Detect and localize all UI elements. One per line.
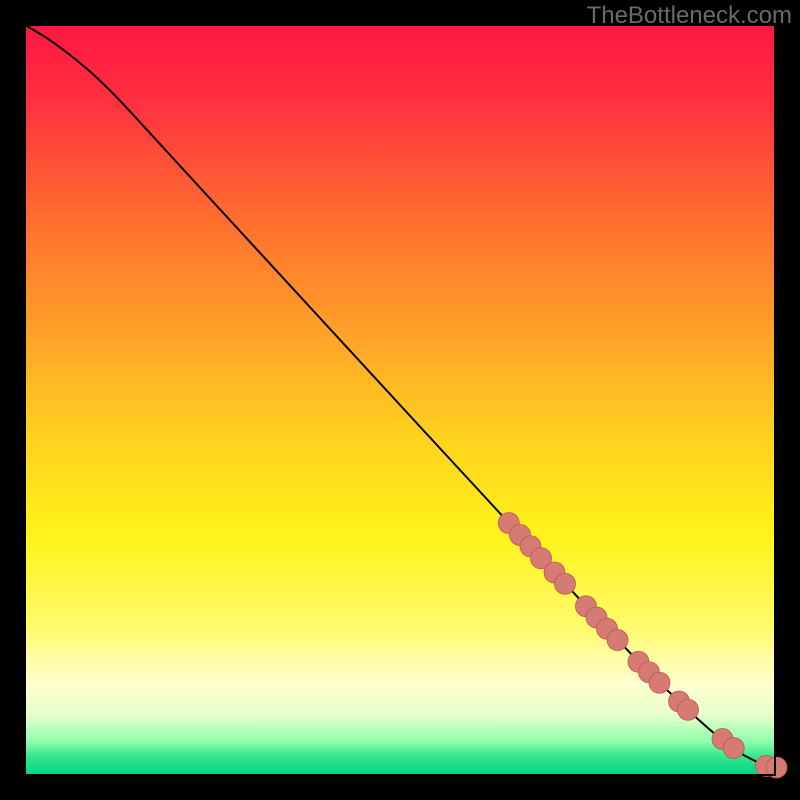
- chart-container: TheBottleneck.com: [0, 0, 800, 800]
- data-marker: [723, 738, 744, 759]
- data-marker: [649, 672, 670, 693]
- data-marker: [555, 573, 576, 594]
- bottleneck-chart: [0, 0, 800, 800]
- plot-background: [25, 25, 775, 775]
- data-marker: [607, 630, 628, 651]
- data-marker: [678, 699, 699, 720]
